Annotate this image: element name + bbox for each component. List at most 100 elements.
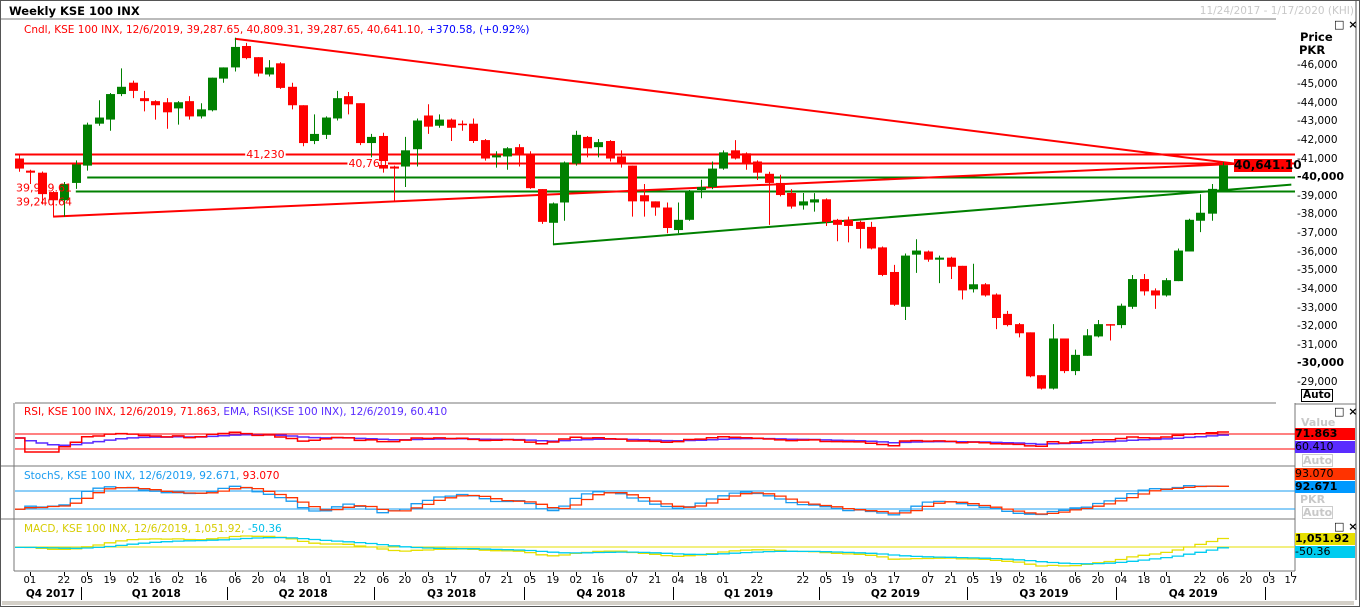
candle[interactable] — [776, 174, 785, 197]
candle[interactable] — [742, 152, 751, 170]
maximize-icon[interactable]: □ — [1334, 405, 1345, 418]
candle[interactable] — [1128, 274, 1137, 309]
candle[interactable] — [1185, 218, 1194, 252]
horizontal-scrollbar[interactable] — [2, 601, 1354, 605]
trendline[interactable] — [234, 37, 1292, 172]
candle[interactable] — [935, 255, 944, 284]
candle[interactable] — [481, 138, 490, 161]
macd-plot[interactable] — [14, 535, 1230, 567]
candle[interactable] — [310, 114, 319, 145]
candle[interactable] — [435, 114, 444, 128]
candle[interactable] — [26, 169, 35, 185]
candle[interactable] — [958, 265, 967, 300]
candle[interactable] — [163, 98, 172, 129]
candle[interactable] — [117, 68, 126, 97]
candle[interactable] — [322, 116, 331, 139]
candle[interactable] — [151, 100, 160, 120]
candle[interactable] — [265, 60, 274, 77]
candle[interactable] — [401, 136, 410, 188]
candle[interactable] — [856, 220, 865, 249]
candle[interactable] — [1162, 278, 1171, 297]
candle[interactable] — [969, 263, 978, 293]
candle[interactable] — [912, 239, 921, 273]
trendline[interactable] — [552, 183, 1292, 246]
candle[interactable] — [594, 138, 603, 158]
candle[interactable] — [333, 90, 342, 121]
candle[interactable] — [822, 198, 831, 226]
candle[interactable] — [1003, 310, 1012, 327]
candle[interactable] — [674, 202, 683, 234]
candle[interactable] — [72, 160, 81, 189]
candle[interactable] — [1083, 329, 1092, 356]
candle[interactable] — [254, 57, 263, 77]
candle[interactable] — [1140, 274, 1149, 296]
candle[interactable] — [390, 165, 399, 202]
candle[interactable] — [83, 122, 92, 171]
candle[interactable] — [697, 179, 706, 199]
candle[interactable] — [663, 202, 672, 234]
candle[interactable] — [1015, 323, 1024, 338]
price-auto-scale-button[interactable]: Auto — [1301, 389, 1333, 402]
candle[interactable] — [344, 92, 353, 115]
candle[interactable] — [628, 165, 637, 217]
candle[interactable] — [458, 120, 467, 131]
candle[interactable] — [1208, 184, 1217, 221]
candle[interactable] — [424, 104, 433, 134]
candle[interactable] — [981, 283, 990, 297]
candle[interactable] — [867, 221, 876, 250]
candle[interactable] — [1151, 288, 1160, 309]
candle[interactable] — [1071, 349, 1080, 376]
candle[interactable] — [731, 140, 740, 160]
candle[interactable] — [765, 171, 774, 225]
candle[interactable] — [231, 37, 240, 72]
candle[interactable] — [106, 92, 115, 131]
candle[interactable] — [924, 250, 933, 262]
candle[interactable] — [992, 293, 1001, 330]
candle[interactable] — [38, 171, 47, 205]
candle[interactable] — [844, 216, 853, 243]
candle[interactable] — [1106, 324, 1115, 341]
candle[interactable] — [492, 151, 501, 168]
stoch-plot[interactable] — [14, 485, 1230, 516]
candle[interactable] — [1037, 375, 1046, 390]
trendline[interactable] — [53, 160, 1292, 218]
candle[interactable] — [753, 160, 762, 180]
candle[interactable] — [208, 77, 217, 112]
candle[interactable] — [242, 42, 251, 60]
candle[interactable] — [583, 135, 592, 158]
candle[interactable] — [1174, 248, 1183, 282]
candle[interactable] — [299, 105, 308, 147]
candle[interactable] — [799, 192, 808, 210]
candle[interactable] — [503, 147, 512, 170]
close-icon[interactable]: × — [1348, 520, 1358, 533]
candle[interactable] — [538, 189, 547, 224]
stoch-auto-scale-button[interactable]: Auto — [1302, 506, 1334, 519]
candle[interactable] — [140, 90, 149, 112]
maximize-icon[interactable]: □ — [1334, 520, 1345, 533]
candle[interactable] — [1060, 338, 1069, 374]
candle[interactable] — [219, 67, 228, 83]
candle[interactable] — [572, 130, 581, 166]
candle[interactable] — [356, 103, 365, 146]
candle[interactable] — [651, 201, 660, 216]
candle[interactable] — [526, 151, 535, 189]
candle[interactable] — [288, 82, 297, 110]
candle[interactable] — [15, 155, 24, 172]
candle[interactable] — [367, 133, 376, 158]
candle[interactable] — [549, 202, 558, 245]
candle[interactable] — [276, 62, 285, 89]
candle[interactable] — [708, 161, 717, 190]
candle[interactable] — [719, 150, 728, 170]
candle[interactable] — [60, 181, 69, 217]
candle[interactable] — [49, 191, 58, 217]
candle[interactable] — [95, 100, 104, 126]
candle[interactable] — [890, 264, 899, 306]
candle[interactable] — [1196, 194, 1205, 233]
candle[interactable] — [560, 161, 569, 221]
maximize-icon[interactable]: □ — [1334, 18, 1345, 31]
candle[interactable] — [901, 253, 910, 321]
candle[interactable] — [1094, 320, 1103, 338]
candle[interactable] — [1026, 332, 1035, 378]
